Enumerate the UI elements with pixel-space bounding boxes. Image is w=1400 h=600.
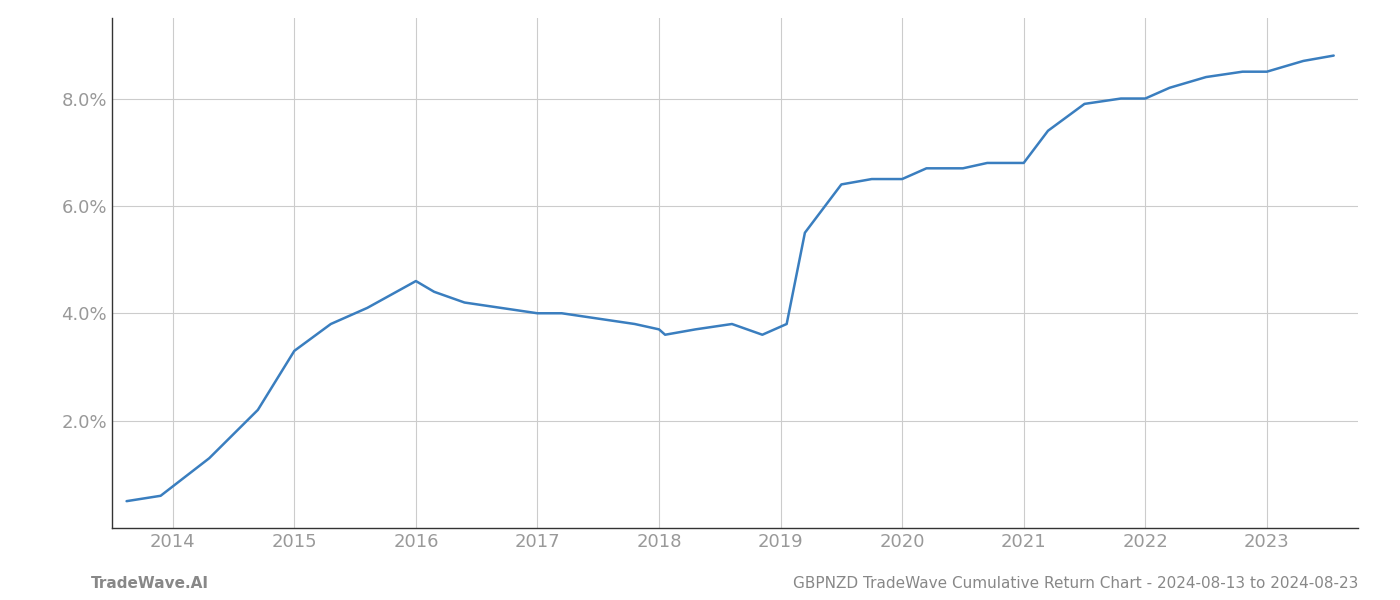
- Text: GBPNZD TradeWave Cumulative Return Chart - 2024-08-13 to 2024-08-23: GBPNZD TradeWave Cumulative Return Chart…: [792, 576, 1358, 591]
- Text: TradeWave.AI: TradeWave.AI: [91, 576, 209, 591]
